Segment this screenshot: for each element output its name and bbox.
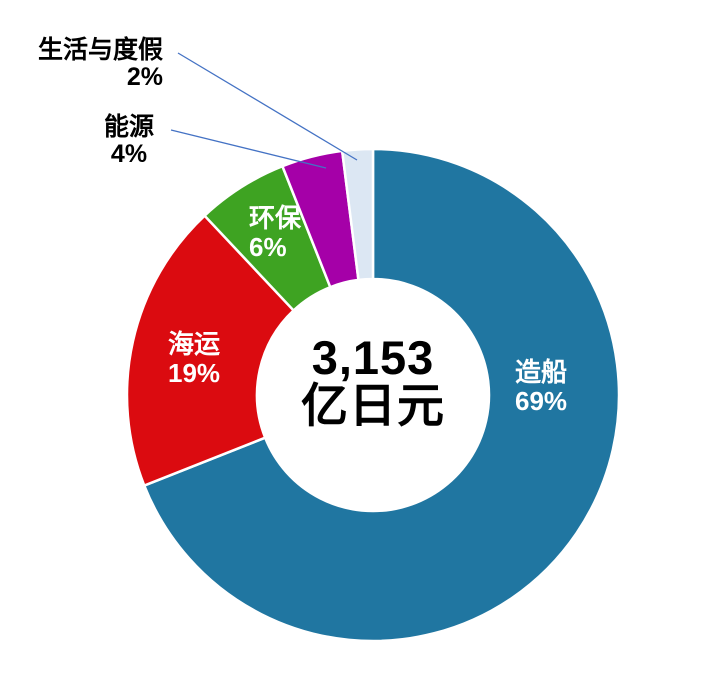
donut-slice-生活与度假 (340, 147, 375, 282)
slice-label-shipbuilding: 造船 69% (515, 358, 567, 416)
slice-label-shipping: 海运 19% (168, 330, 220, 388)
leader-line-1 (170, 129, 327, 169)
slice-label-pct: 6% (249, 232, 287, 262)
slice-label-environment: 环保 6% (249, 204, 301, 262)
slice-label-pct: 19% (168, 358, 221, 388)
slice-label-pct: 69% (515, 386, 568, 416)
slice-label-text: 造船 (515, 357, 568, 387)
slice-label-text: 海运 (168, 329, 221, 359)
slice-label-text: 环保 (249, 203, 302, 233)
slice-label-pct: 2% (126, 63, 163, 91)
slice-label-life-leisure: 生活与度假 2% (20, 37, 163, 91)
slice-label-pct: 4% (110, 140, 148, 168)
total-value: 3,153 (311, 331, 435, 384)
total-unit: 亿日元 (301, 379, 445, 432)
slice-label-energy: 能源 4% (94, 114, 164, 168)
donut-slice-海运 (125, 214, 295, 487)
slice-label-text: 生活与度假 (37, 36, 163, 64)
donut-center-total: 3,153 亿日元 (243, 334, 503, 430)
slice-label-text: 能源 (103, 113, 154, 141)
donut-slice-造船 (143, 147, 621, 643)
leader-line-0 (177, 52, 358, 161)
